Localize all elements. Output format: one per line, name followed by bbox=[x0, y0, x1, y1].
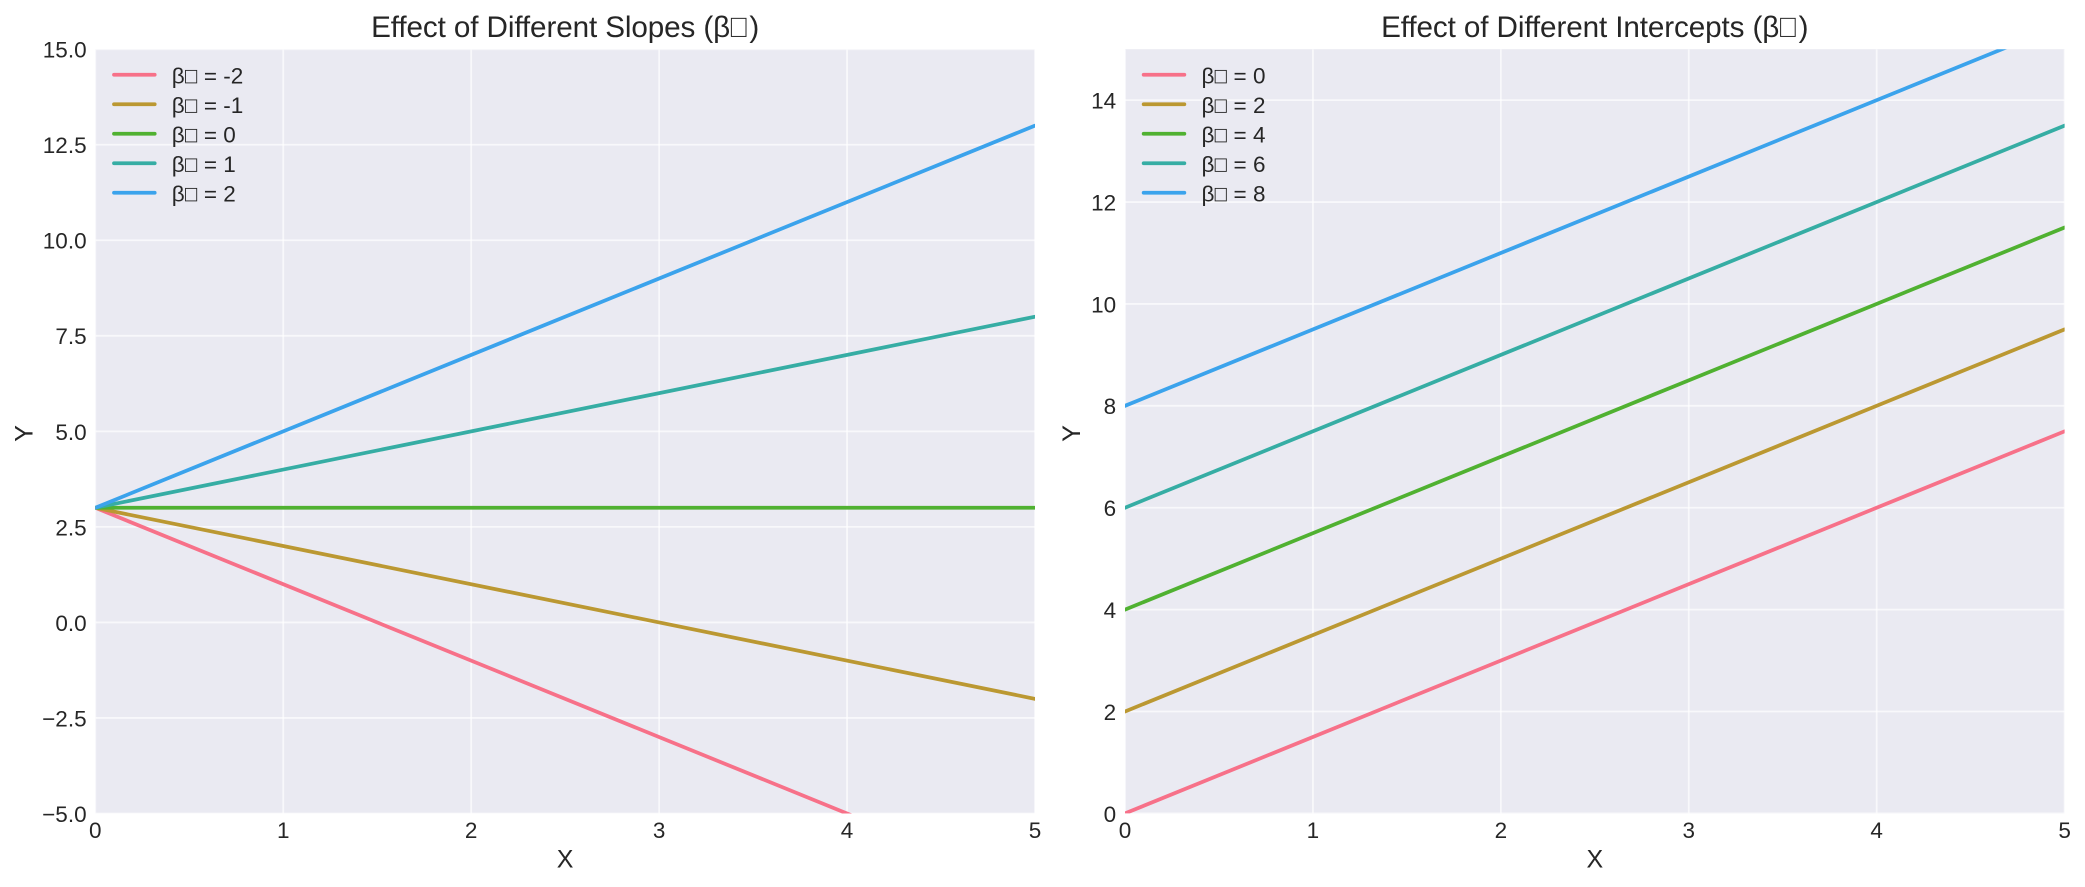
svg-text:β: β bbox=[172, 93, 185, 118]
svg-text:0.0: 0.0 bbox=[55, 611, 86, 636]
svg-text:β: β bbox=[1201, 181, 1214, 206]
svg-text:5: 5 bbox=[2058, 818, 2071, 843]
svg-text:β: β bbox=[172, 152, 185, 177]
svg-text:2: 2 bbox=[1104, 700, 1117, 725]
svg-text:Y: Y bbox=[1058, 425, 1086, 442]
svg-text:10.0: 10.0 bbox=[43, 229, 87, 254]
svg-text:β: β bbox=[172, 63, 185, 88]
svg-text:−5.0: −5.0 bbox=[42, 802, 86, 827]
svg-text:10: 10 bbox=[1091, 292, 1116, 317]
svg-text:0: 0 bbox=[1104, 802, 1117, 827]
svg-text:1: 1 bbox=[277, 818, 290, 843]
svg-text:2: 2 bbox=[465, 818, 478, 843]
svg-text:= -1: = -1 bbox=[204, 93, 243, 118]
svg-text:= 0: = 0 bbox=[1234, 63, 1266, 88]
svg-text:β: β bbox=[172, 122, 185, 147]
svg-text:−2.5: −2.5 bbox=[42, 706, 86, 731]
svg-text:β: β bbox=[172, 181, 185, 206]
svg-text:7.5: 7.5 bbox=[55, 324, 86, 349]
svg-text:12: 12 bbox=[1091, 190, 1116, 215]
svg-text:3: 3 bbox=[1683, 818, 1696, 843]
svg-text:4: 4 bbox=[1104, 598, 1117, 623]
svg-text:= 6: = 6 bbox=[1234, 152, 1266, 177]
svg-text:2: 2 bbox=[1495, 818, 1508, 843]
svg-text:5.0: 5.0 bbox=[55, 420, 86, 445]
svg-text:0: 0 bbox=[89, 818, 102, 843]
svg-text:= 4: = 4 bbox=[1234, 122, 1266, 147]
svg-text:1: 1 bbox=[1307, 818, 1320, 843]
svg-text:14: 14 bbox=[1091, 89, 1116, 114]
svg-text:15.0: 15.0 bbox=[43, 38, 87, 63]
svg-text:Y: Y bbox=[11, 425, 39, 442]
svg-text:= 2: = 2 bbox=[1234, 93, 1266, 118]
svg-text:4: 4 bbox=[1870, 818, 1883, 843]
svg-text:): ) bbox=[749, 11, 759, 44]
svg-text:= 8: = 8 bbox=[1234, 181, 1266, 206]
svg-text:β: β bbox=[1201, 93, 1214, 118]
svg-text:12.5: 12.5 bbox=[43, 133, 87, 158]
svg-text:= 2: = 2 bbox=[204, 181, 236, 206]
svg-text:X: X bbox=[1586, 846, 1603, 874]
svg-text:0: 0 bbox=[1119, 818, 1132, 843]
svg-text:4: 4 bbox=[841, 818, 854, 843]
svg-text:= 0: = 0 bbox=[204, 122, 236, 147]
svg-text:β: β bbox=[1201, 122, 1214, 147]
svg-text:β: β bbox=[1201, 152, 1214, 177]
svg-text:8: 8 bbox=[1104, 394, 1117, 419]
svg-text:= 1: = 1 bbox=[204, 152, 236, 177]
svg-text:β: β bbox=[1201, 63, 1214, 88]
svg-text:): ) bbox=[1799, 11, 1809, 44]
svg-text:3: 3 bbox=[653, 818, 666, 843]
svg-text:Effect of Different Intercepts: Effect of Different Intercepts (β bbox=[1381, 11, 1779, 44]
svg-text:6: 6 bbox=[1104, 496, 1117, 521]
svg-text:= -2: = -2 bbox=[204, 63, 243, 88]
svg-text:2.5: 2.5 bbox=[55, 515, 86, 540]
svg-text:Effect of Different Slopes (β: Effect of Different Slopes (β bbox=[371, 11, 730, 44]
svg-text:X: X bbox=[557, 846, 574, 874]
svg-text:5: 5 bbox=[1029, 818, 1042, 843]
